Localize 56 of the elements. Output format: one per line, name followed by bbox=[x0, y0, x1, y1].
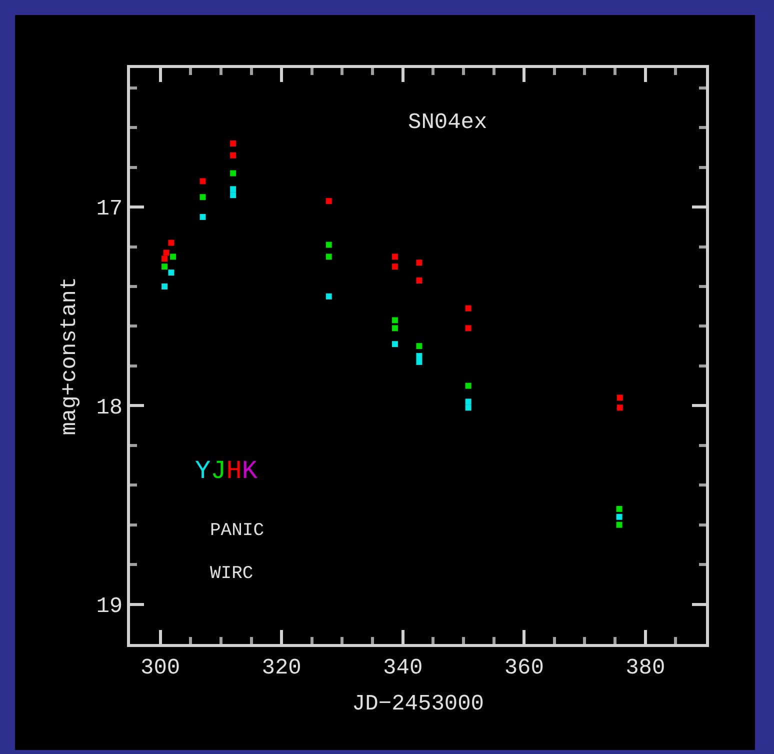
point bbox=[392, 341, 398, 348]
point bbox=[326, 293, 332, 300]
x-tick-label: 320 bbox=[262, 655, 302, 680]
legend-label: K bbox=[242, 456, 258, 486]
point bbox=[326, 198, 332, 204]
point bbox=[616, 514, 622, 520]
text: SN04ex bbox=[408, 110, 488, 135]
point bbox=[416, 343, 422, 350]
point bbox=[465, 305, 472, 312]
point bbox=[616, 404, 623, 411]
point bbox=[326, 242, 332, 248]
x-tick-label: 380 bbox=[626, 655, 666, 680]
text: J bbox=[210, 456, 226, 486]
point bbox=[392, 254, 398, 260]
point bbox=[230, 192, 236, 198]
point bbox=[162, 283, 168, 290]
x-axis-title: JD−2453000 bbox=[352, 691, 484, 716]
point bbox=[465, 382, 472, 389]
x-tick-label: 340 bbox=[383, 655, 423, 680]
point bbox=[616, 506, 622, 512]
point bbox=[616, 522, 622, 528]
point bbox=[465, 398, 472, 405]
text: H bbox=[226, 456, 242, 486]
point bbox=[162, 264, 168, 270]
y-tick-label: 18 bbox=[96, 395, 123, 420]
x-tick-label: 360 bbox=[504, 655, 544, 680]
y-tick-label: 19 bbox=[96, 594, 123, 619]
point bbox=[200, 214, 206, 220]
point bbox=[416, 278, 422, 284]
point bbox=[616, 394, 623, 401]
point bbox=[416, 353, 422, 359]
x-tick-label: 300 bbox=[140, 655, 180, 680]
annotation: WIRC bbox=[210, 564, 254, 584]
point bbox=[230, 170, 236, 176]
point bbox=[392, 264, 398, 270]
point bbox=[465, 404, 472, 411]
point bbox=[162, 256, 168, 262]
point bbox=[326, 254, 332, 260]
point bbox=[168, 240, 174, 246]
text: Y bbox=[195, 456, 211, 486]
point bbox=[230, 152, 236, 158]
point bbox=[200, 194, 206, 200]
point bbox=[168, 270, 174, 276]
point bbox=[170, 254, 176, 260]
point bbox=[230, 140, 236, 146]
y-tick-label: 17 bbox=[96, 196, 123, 222]
point bbox=[200, 178, 206, 184]
annotation: PANIC bbox=[210, 521, 264, 541]
point bbox=[416, 358, 422, 365]
y-axis-title: mag+constant bbox=[56, 276, 82, 436]
point bbox=[465, 325, 472, 332]
point bbox=[416, 260, 422, 266]
point bbox=[392, 325, 398, 332]
point bbox=[163, 250, 170, 256]
point bbox=[392, 317, 398, 324]
point bbox=[230, 186, 236, 192]
